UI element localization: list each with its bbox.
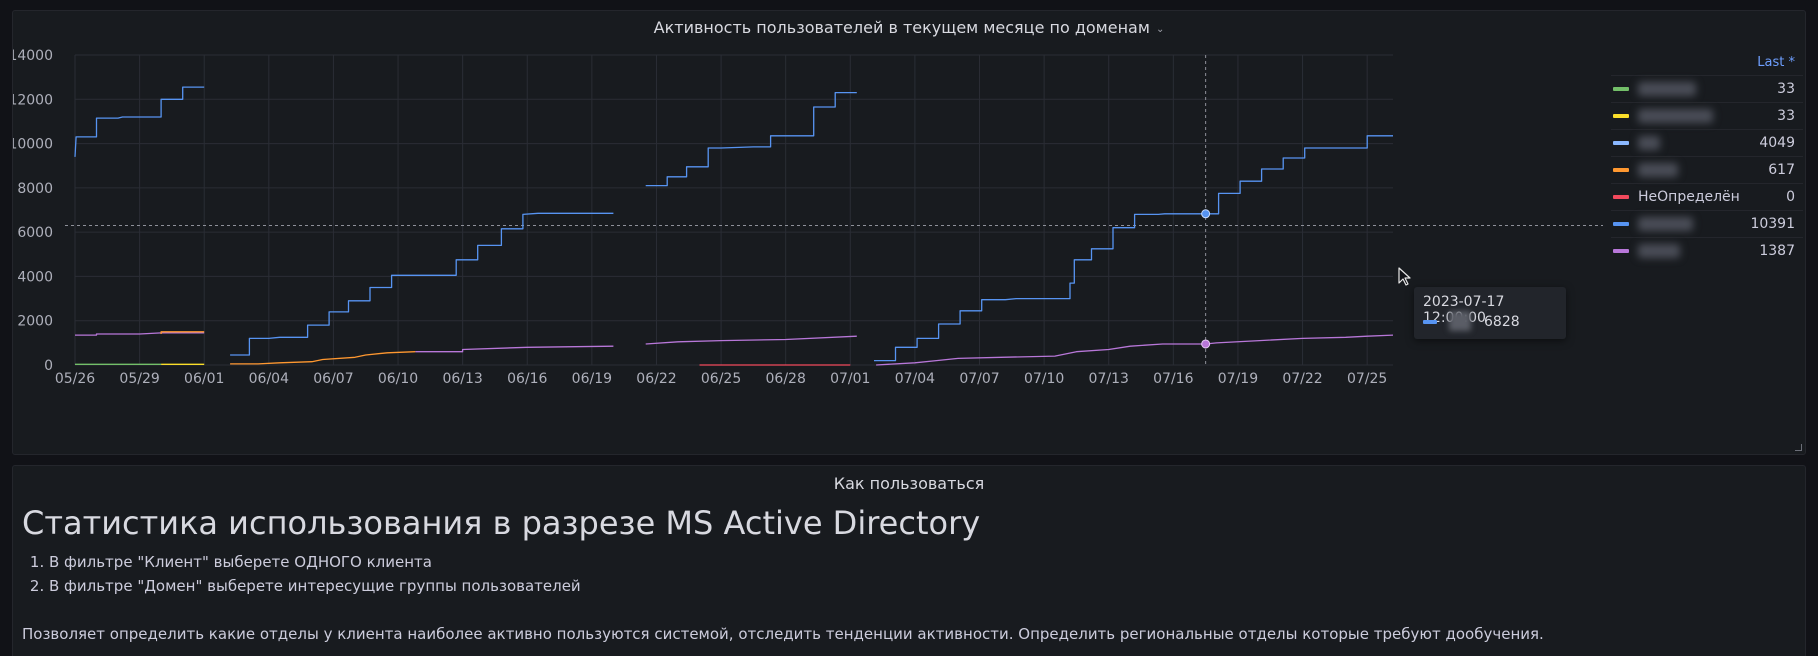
legend-table: Last * 33 33 4049 617 НеОпределён 0: [1611, 51, 1803, 264]
legend-item[interactable]: 33: [1611, 75, 1803, 102]
legend-value: 33: [1777, 81, 1795, 97]
x-tick-label: 06/25: [701, 371, 741, 387]
y-tick-label: 4000: [17, 269, 53, 285]
legend-item[interactable]: 4049: [1611, 129, 1803, 156]
redacted-label: [1638, 217, 1693, 231]
redacted-label: [1638, 244, 1680, 258]
redacted-label: [1638, 109, 1713, 123]
legend-value: 33: [1777, 108, 1795, 124]
mouse-cursor-icon: [1398, 267, 1411, 286]
legend-swatch: [1613, 249, 1629, 253]
x-tick-label: 05/29: [119, 371, 159, 387]
panel-resize-handle[interactable]: [1795, 444, 1802, 451]
x-tick-label: 06/19: [572, 371, 612, 387]
x-tick-label: 07/25: [1347, 371, 1387, 387]
series-line: [74, 86, 205, 157]
legend-sort-header[interactable]: Last *: [1757, 55, 1795, 70]
legend-item[interactable]: 617: [1611, 156, 1803, 183]
hover-point: [1201, 209, 1211, 219]
series-line: [230, 212, 614, 356]
x-tick-label: 07/10: [1024, 371, 1064, 387]
legend-swatch: [1613, 195, 1629, 199]
instructions-list: В фильтре "Клиент" выберете ОДНОГО клиен…: [13, 550, 581, 598]
series-line: [876, 334, 1394, 366]
x-tick-label: 06/22: [636, 371, 676, 387]
legend-value: 10391: [1750, 216, 1795, 232]
legend-item[interactable]: 33: [1611, 102, 1803, 129]
legend-swatch: [1613, 222, 1629, 226]
series-line: [415, 345, 614, 353]
x-tick-label: 06/04: [249, 371, 289, 387]
hover-point: [1201, 339, 1211, 349]
y-tick-label: 6000: [17, 225, 53, 241]
legend-value: 4049: [1759, 135, 1795, 151]
x-tick-label: 07/04: [895, 371, 935, 387]
y-tick-label: 2000: [17, 314, 53, 330]
legend-swatch: [1613, 87, 1629, 91]
text-panel-title[interactable]: Как пользоваться: [833, 474, 985, 493]
x-tick-label: 07/01: [830, 371, 870, 387]
list-item: В фильтре "Домен" выберете интересущие г…: [49, 574, 581, 598]
time-series-chart[interactable]: 0 2000 4000 6000 8000 10000 12000 14000 05/26 05/…: [13, 11, 1603, 451]
y-tick-label: 12000: [13, 92, 53, 108]
chevron-down-icon[interactable]: ⌄: [1155, 24, 1165, 35]
tooltip-value: 6828: [1484, 314, 1520, 330]
series-line: [75, 332, 205, 336]
x-tick-label: 07/19: [1218, 371, 1258, 387]
redacted-label: [1638, 136, 1660, 150]
y-tick-label: 8000: [17, 181, 53, 197]
x-tick-label: 05/26: [55, 371, 95, 387]
x-tick-label: 07/13: [1089, 371, 1129, 387]
legend-swatch: [1613, 114, 1629, 118]
legend-name: НеОпределён: [1638, 189, 1740, 205]
x-tick-label: 06/10: [378, 371, 418, 387]
tooltip-swatch: [1423, 320, 1437, 324]
markdown-heading: Статистика использования в разрезе MS Ac…: [22, 504, 981, 542]
series-line: [230, 351, 416, 365]
legend-value: 0: [1786, 189, 1795, 205]
series-line: [160, 331, 205, 334]
y-tick-label: 10000: [13, 137, 53, 153]
legend-value: 617: [1768, 162, 1795, 178]
x-tick-label: 06/16: [507, 371, 547, 387]
redacted-label: [1638, 82, 1696, 96]
legend-swatch: [1613, 141, 1629, 145]
series-line: [645, 335, 857, 345]
hover-tooltip: 2023-07-17 12:00:00 6828: [1414, 287, 1566, 339]
legend-value: 1387: [1759, 243, 1795, 259]
x-tick-label: 07/22: [1282, 371, 1322, 387]
chart-title-text[interactable]: Активность пользователей в текущем месяц…: [653, 18, 1150, 37]
legend-item[interactable]: 1387: [1611, 237, 1803, 264]
x-tick-label: 06/28: [766, 371, 806, 387]
redacted-label: [1638, 163, 1678, 177]
list-item: В фильтре "Клиент" выберете ОДНОГО клиен…: [49, 550, 581, 574]
y-tick-label: 0: [44, 358, 53, 374]
legend-swatch: [1613, 168, 1629, 172]
series-line: [645, 91, 857, 187]
redacted-series-name: [1449, 311, 1471, 331]
chart-panel: Активность пользователей в текущем месяц…: [12, 10, 1806, 455]
text-panel: Как пользоваться Статистика использовани…: [12, 465, 1806, 656]
legend-item[interactable]: 10391: [1611, 210, 1803, 237]
x-tick-label: 07/07: [959, 371, 999, 387]
legend-item[interactable]: НеОпределён 0: [1611, 183, 1803, 210]
y-tick-label: 14000: [13, 48, 53, 64]
series-line: [874, 135, 1393, 362]
x-tick-label: 06/07: [313, 371, 353, 387]
x-tick-label: 07/16: [1153, 371, 1193, 387]
x-tick-label: 06/01: [184, 371, 224, 387]
chart-panel-title[interactable]: Активность пользователей в текущем месяц…: [13, 18, 1805, 37]
description-paragraph: Позволяет определить какие отделы у клие…: [22, 625, 1544, 643]
x-tick-label: 06/13: [442, 371, 482, 387]
